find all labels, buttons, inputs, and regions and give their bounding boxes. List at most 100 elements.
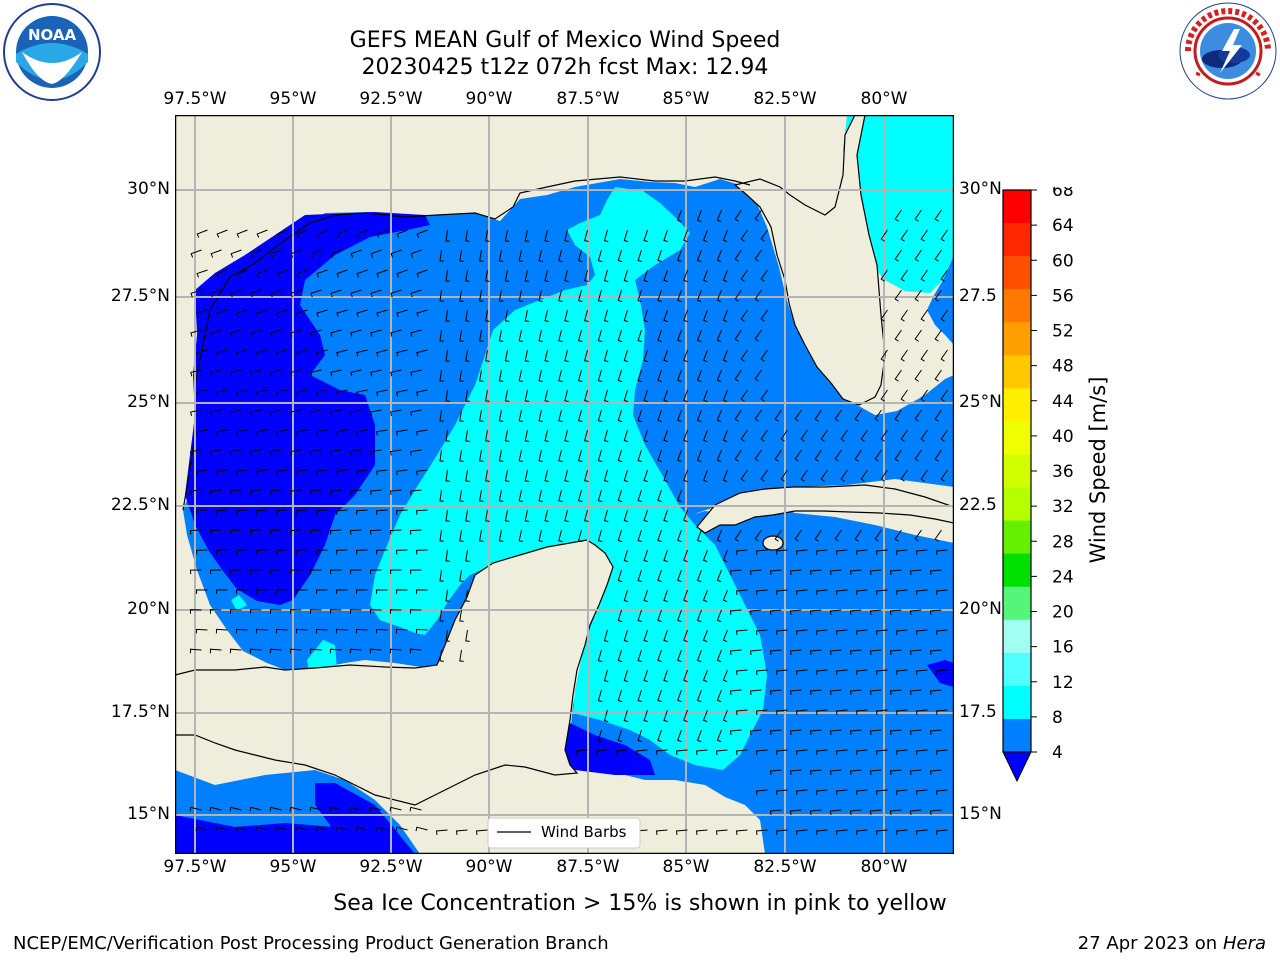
wind-barb [597,529,603,543]
wind-barb [524,269,530,282]
wind-barb [349,648,362,654]
wind-barb [270,329,282,337]
wind-barb [410,329,422,337]
wind-barb [940,389,948,402]
wind-barb [855,589,868,595]
wind-barb [814,449,822,462]
wind-barb [190,369,202,377]
wind-barb [663,709,668,723]
wind-barb [780,469,788,482]
wind-barb [603,429,609,443]
wind-barb [920,389,928,402]
wind-barb [755,629,768,635]
wind-barb [236,349,248,357]
wind-barb [643,469,649,483]
wind-barb [583,349,589,362]
wind-barb [895,749,908,755]
wind-barb [875,549,888,555]
wind-barb [216,229,228,238]
wind-barb [637,249,643,263]
wind-barb [330,249,342,258]
wind-barb [775,629,788,635]
wind-barb [755,589,768,595]
wind-barb [210,489,222,496]
lon-label-bottom: 97.5°W [163,857,227,877]
wind-barb [603,269,609,283]
wind-barb [390,369,402,377]
wind-barb [577,529,583,542]
wind-barb [415,628,428,634]
wind-barb [376,349,388,357]
wind-barb [518,489,524,502]
wind-barb [250,449,262,456]
wind-barb [498,529,504,542]
wind-barb [795,829,808,835]
wind-barb [909,689,922,695]
wind-barb [835,789,848,795]
wind-barb [356,309,368,318]
wind-barb [350,249,362,258]
wind-barb [657,649,662,663]
wind-barb [409,569,422,575]
wind-barb [617,249,623,263]
wind-barb [465,229,470,242]
wind-barb [815,749,828,755]
wind-barb [216,349,228,357]
wind-barb [820,429,828,442]
wind-barb [623,589,629,603]
wind-barb [558,449,563,462]
wind-barb [915,749,928,755]
wind-barb [350,409,362,417]
wind-barb [935,669,948,675]
wind-barb [445,229,450,242]
wind-barb [479,489,484,502]
wind-barb [755,829,768,835]
wind-barb [336,389,348,397]
wind-barb [702,549,708,563]
wind-barb [498,249,504,262]
wind-barb [558,289,563,302]
wind-barb [677,249,682,263]
wind-barb [914,449,922,462]
wind-barb [459,409,464,422]
colorbar-tick-label: 28 [1052,532,1074,552]
wind-barb [445,349,450,362]
wind-barb [729,729,742,735]
wind-barb [310,449,322,456]
wind-barb [269,569,282,575]
wind-barb [316,309,328,318]
wind-barb [889,649,902,655]
wind-barb [835,629,848,635]
wind-barb [809,689,822,695]
wind-barb [396,309,408,318]
wind-barb [603,469,609,483]
wind-barb [459,329,464,342]
colorbar-tick-label: 20 [1052,603,1074,623]
wind-barb [498,409,504,422]
wind-barb [677,289,682,303]
wind-barb [189,569,202,575]
wind-barb [459,649,464,662]
wind-barb [655,829,668,835]
wind-barb [729,689,742,695]
map-subtitle: 20230425 t12z 072h fcst Max: 12.94 [361,55,769,80]
wind-barb [889,689,902,695]
wind-barb [909,609,922,615]
wind-barb [564,389,569,402]
wind-barb [734,209,742,222]
wind-barb [216,469,228,476]
wind-barb [276,309,288,318]
wind-barb [920,469,928,482]
wind-barb [800,429,808,442]
wind-barb [216,269,228,278]
wind-barb [815,589,828,595]
wind-barb [623,669,629,683]
wind-barb [643,429,649,443]
wind-barb [880,269,888,282]
wind-barb [849,689,862,695]
gridlines [175,115,954,854]
wind-barb [249,569,262,575]
wind-barb [315,509,328,515]
wind-barb [934,449,942,462]
wind-barb [210,609,222,614]
